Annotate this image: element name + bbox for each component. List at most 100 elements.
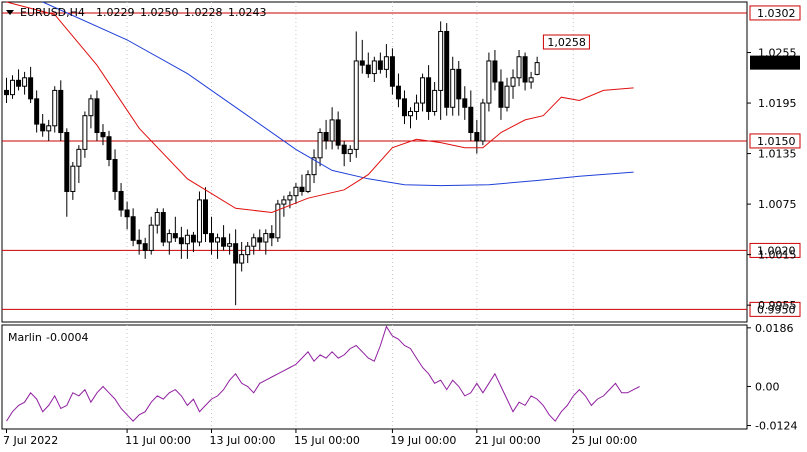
candle-body <box>299 186 305 192</box>
candle-body <box>341 144 347 155</box>
candle-body <box>281 199 287 205</box>
candle-body <box>371 60 377 75</box>
annotation-box <box>542 34 590 50</box>
indicator-tick-label: -0.0124 <box>755 420 797 433</box>
candle-body <box>82 115 88 150</box>
candle-body <box>504 85 510 108</box>
candle-body <box>468 106 474 134</box>
candle-body <box>305 174 311 192</box>
candle-body <box>196 199 202 243</box>
level-tag <box>749 5 801 21</box>
level-tag-label: 1.0020 <box>757 244 796 257</box>
candle-body <box>22 77 28 87</box>
candle-body <box>329 119 335 142</box>
candle-body <box>510 77 516 87</box>
time-tick-label: 21 Jul 00:00 <box>475 434 541 447</box>
horizontal-levels[interactable]: 1.0302 1.0150 1.0020 0.9950 1.0243 <box>2 5 801 317</box>
candle-body <box>58 89 64 134</box>
candle-body <box>401 98 407 117</box>
candle-body <box>257 237 263 243</box>
candle-body <box>124 209 130 218</box>
candle-body <box>112 158 118 192</box>
time-tick-label: 7 Jul 2022 <box>3 434 58 447</box>
candle-body <box>88 98 94 117</box>
candle-body <box>462 98 468 108</box>
candle-body <box>46 125 52 132</box>
candle-body <box>269 233 275 239</box>
current-price-tag <box>750 55 800 70</box>
candle-body <box>275 203 281 239</box>
candle-body <box>498 81 504 108</box>
price-tick-label: 1.0135 <box>758 148 797 161</box>
candle-body <box>395 85 401 100</box>
candle-body <box>323 132 329 142</box>
candles <box>4 21 540 306</box>
candle-body <box>190 234 196 243</box>
price-tick-label: 1.0075 <box>758 198 797 211</box>
candle-body <box>450 68 456 108</box>
candle-body <box>486 60 492 104</box>
candle-body <box>263 233 269 243</box>
candle-body <box>221 237 227 247</box>
candle-body <box>359 60 365 66</box>
price-axis: 1.0255 1.0195 1.0135 1.0075 1.0015 0.9955 <box>747 47 797 312</box>
header-high: 1.0250 <box>140 6 179 19</box>
candle-body <box>365 64 371 75</box>
candle-body <box>444 30 450 108</box>
candle-body <box>233 243 239 264</box>
candle-body <box>480 102 486 142</box>
candle-body <box>166 233 172 243</box>
level-tag <box>749 301 801 317</box>
candle-body <box>28 77 34 100</box>
candle-body <box>251 237 257 247</box>
candle-body <box>106 136 112 160</box>
candle-body <box>438 30 444 91</box>
candle-body <box>311 157 317 176</box>
candle-body <box>347 148 353 155</box>
candle-body <box>154 212 160 226</box>
candle-body <box>4 89 9 96</box>
candle-body <box>52 89 58 127</box>
candle-body <box>426 77 432 112</box>
candle-body <box>534 62 540 75</box>
symbol-dropdown-icon[interactable] <box>6 10 14 15</box>
candle-body <box>202 199 208 235</box>
candle-body <box>408 110 414 117</box>
candle-body <box>118 190 124 211</box>
price-tick-label: 1.0255 <box>758 47 797 60</box>
candle-body <box>136 239 142 245</box>
time-tick-label: 15 Jul 00:00 <box>294 434 360 447</box>
candle-body <box>70 165 76 192</box>
candle-body <box>34 98 40 125</box>
candle-body <box>389 56 395 87</box>
candle-body <box>10 79 16 96</box>
candle-body <box>94 98 100 134</box>
header-symbol: EURUSD,H4 <box>20 6 85 19</box>
candle-body <box>160 212 166 243</box>
candle-body <box>293 186 299 197</box>
time-tick-label: 19 Jul 00:00 <box>390 434 456 447</box>
ma-slow-line <box>42 1 634 187</box>
main-panel <box>1 1 748 323</box>
indicator-panel <box>1 324 748 430</box>
level-tag <box>749 242 801 258</box>
candle-body <box>148 224 154 251</box>
time-axis: 7 Jul 2022 11 Jul 00:00 13 Jul 00:00 15 Jul… <box>3 429 637 447</box>
level-tag-label: 0.9950 <box>757 303 796 316</box>
candle-body <box>227 243 233 247</box>
candle-body <box>353 60 359 150</box>
candle-body <box>383 56 389 70</box>
grid <box>126 2 574 429</box>
candle-body <box>414 102 420 112</box>
candle-body <box>474 132 480 142</box>
candle-body <box>215 237 221 243</box>
level-tag <box>749 133 801 149</box>
time-tick-label: 25 Jul 00:00 <box>571 434 637 447</box>
ma-fast-line <box>6 1 634 214</box>
candle-body <box>130 216 136 241</box>
current-price-label: 1.0243 <box>757 57 796 70</box>
candle-body <box>16 79 22 87</box>
candle-body <box>245 245 251 256</box>
price-annotation: 1,0258 <box>542 34 590 50</box>
